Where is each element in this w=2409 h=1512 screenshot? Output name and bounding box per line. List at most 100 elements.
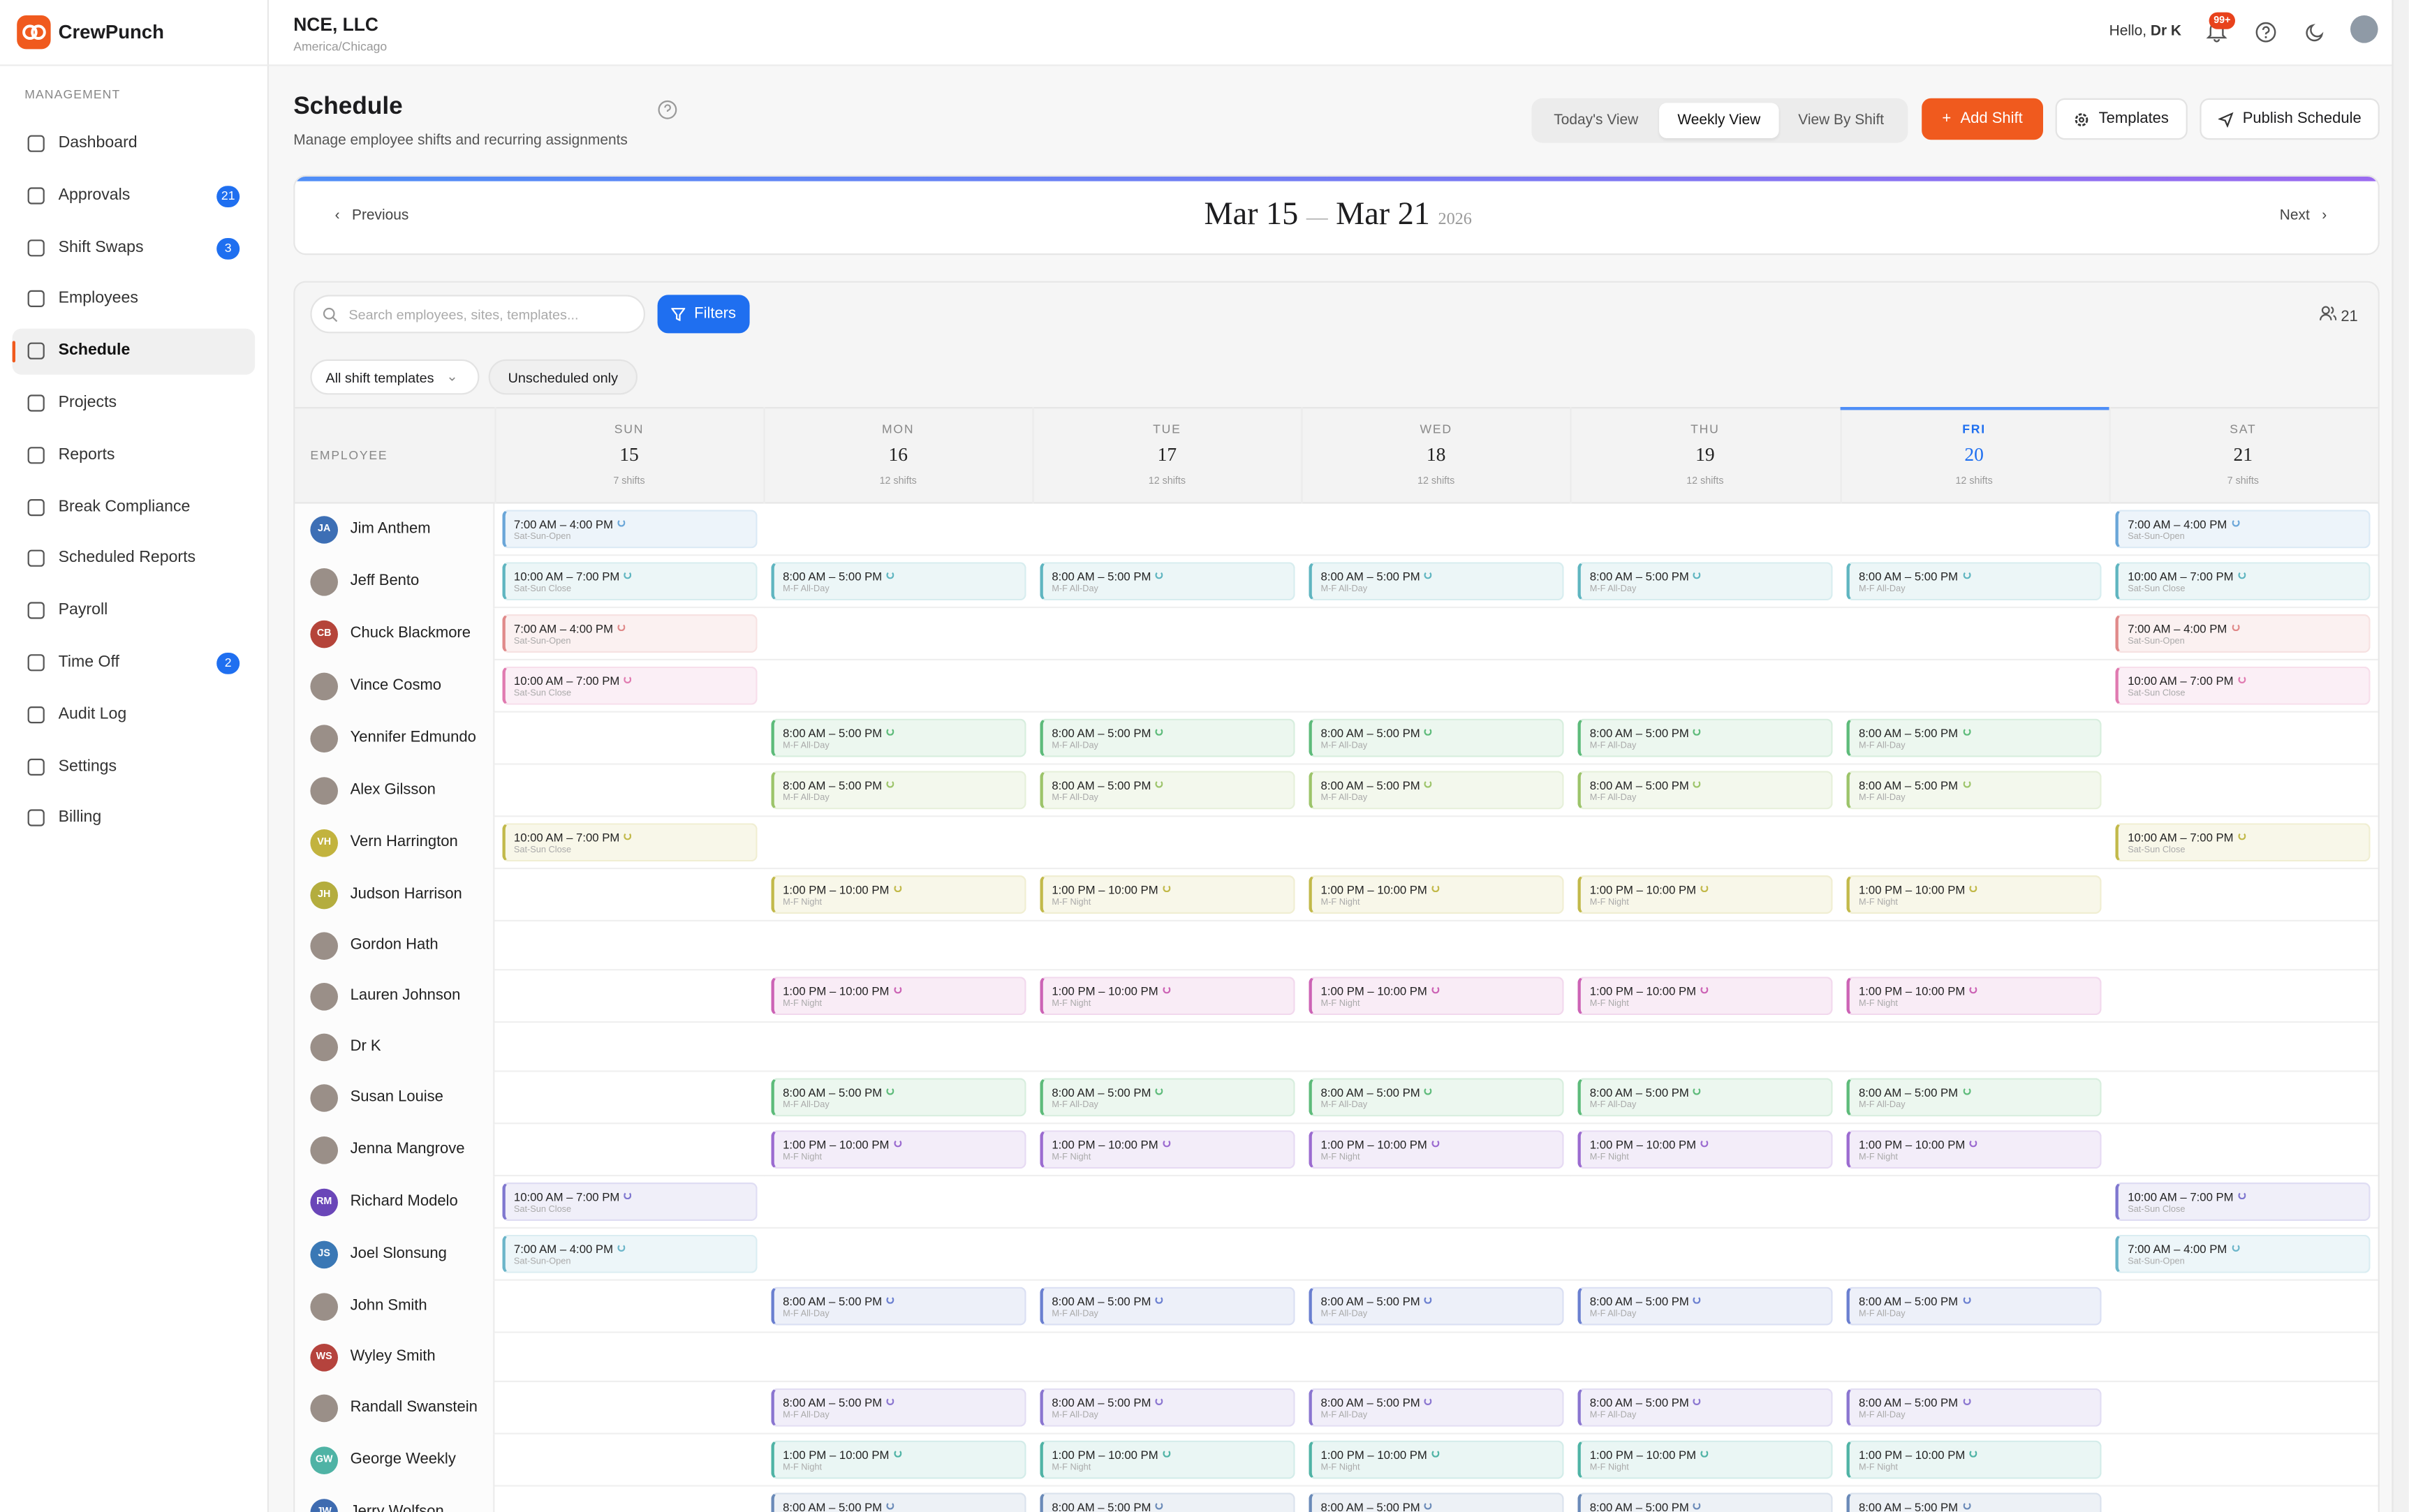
view-tab[interactable]: Today's View <box>1554 112 1639 129</box>
shift-chip[interactable]: 7:00 AM – 4:00 PM Sat-Sun-Open <box>501 510 757 549</box>
nav-item[interactable]: Schedule <box>12 329 256 376</box>
templates-button[interactable]: Templates <box>2055 98 2188 140</box>
shift-chip[interactable]: 1:00 PM – 10:00 PM M-F Night <box>770 1130 1026 1169</box>
employee-name[interactable]: George Weekly <box>350 1451 456 1469</box>
shift-chip[interactable]: 10:00 AM – 7:00 PM Sat-Sun Close <box>2115 823 2371 862</box>
publish-button[interactable]: Publish Schedule <box>2200 98 2380 140</box>
employee-name[interactable]: Lauren Johnson <box>350 987 461 1005</box>
shift-chip[interactable]: 1:00 PM – 10:00 PM M-F Night <box>770 875 1026 914</box>
nav-item[interactable]: Break Compliance <box>13 484 256 531</box>
help-icon[interactable] <box>2255 22 2277 43</box>
employee-name[interactable]: Dr K <box>350 1038 381 1055</box>
employee-name[interactable]: Yennifer Edmundo <box>350 729 476 747</box>
help-icon[interactable] <box>658 100 678 120</box>
shift-chip[interactable]: 1:00 PM – 10:00 PM M-F Night <box>1039 1130 1295 1169</box>
shift-chip[interactable]: 1:00 PM – 10:00 PM M-F Night <box>1308 875 1564 914</box>
shift-chip[interactable]: 8:00 AM – 5:00 PMM-F All-Day <box>1577 1492 1833 1512</box>
shift-chip[interactable]: 1:00 PM – 10:00 PM M-F Night <box>1846 1440 2102 1479</box>
nav-item[interactable]: Employees <box>13 277 256 323</box>
shift-chip[interactable]: 1:00 PM – 10:00 PM M-F Night <box>1577 1130 1833 1169</box>
shift-chip[interactable]: 10:00 AM – 7:00 PM Sat-Sun Close <box>501 1183 757 1221</box>
shift-chip[interactable]: 7:00 AM – 4:00 PM Sat-Sun-Open <box>2115 614 2371 653</box>
employee-name[interactable]: Vern Harrington <box>350 833 458 851</box>
shift-chip[interactable]: 1:00 PM – 10:00 PM M-F Night <box>1039 977 1295 1016</box>
shift-chip[interactable]: 10:00 AM – 7:00 PM Sat-Sun Close <box>501 562 757 601</box>
shift-chip[interactable]: 1:00 PM – 10:00 PM M-F Night <box>770 1440 1026 1479</box>
shift-chip[interactable]: 8:00 AM – 5:00 PMM-F All-Day <box>1308 1492 1564 1512</box>
view-tab[interactable]: Weekly View <box>1659 103 1779 138</box>
shift-chip[interactable]: 10:00 AM – 7:00 PM Sat-Sun Close <box>2115 562 2371 601</box>
nav-item[interactable]: Dashboard <box>13 121 256 168</box>
shift-chip[interactable]: 8:00 AM – 5:00 PMM-F All-Day <box>1039 1492 1295 1512</box>
shift-chip[interactable]: 1:00 PM – 10:00 PM M-F Night <box>1577 1440 1833 1479</box>
template-filter[interactable]: All shift templates ⌄ <box>310 359 480 395</box>
employee-name[interactable]: Judson Harrison <box>350 886 462 903</box>
shift-chip[interactable]: 1:00 PM – 10:00 PM M-F Night <box>1846 875 2102 914</box>
user-avatar[interactable] <box>2350 15 2378 43</box>
nav-item[interactable]: Shift Swaps 3 <box>13 225 256 272</box>
unscheduled-toggle[interactable]: Unscheduled only <box>488 359 638 395</box>
nav-item[interactable]: Billing <box>13 796 256 842</box>
nav-item[interactable]: Projects <box>13 381 256 427</box>
employee-name[interactable]: Richard Modelo <box>350 1193 458 1210</box>
shift-chip[interactable]: 1:00 PM – 10:00 PM M-F Night <box>1039 1440 1295 1479</box>
nav-item[interactable]: Payroll <box>13 588 256 635</box>
employee-name[interactable]: Jerry Wolfson <box>350 1503 444 1512</box>
employee-name[interactable]: Randall Swanstein <box>350 1399 478 1416</box>
employee-name[interactable]: Jenna Mangrove <box>350 1141 465 1158</box>
employee-name[interactable]: John Smith <box>350 1298 427 1315</box>
employee-name[interactable]: Joel Slonsung <box>350 1245 447 1263</box>
nav-item[interactable]: Approvals 21 <box>13 173 256 219</box>
next-button[interactable]: Next › <box>2279 207 2327 225</box>
shift-chip[interactable]: 1:00 PM – 10:00 PM M-F Night <box>1308 1440 1564 1479</box>
shift-chip[interactable]: 7:00 AM – 4:00 PM Sat-Sun-Open <box>501 1234 757 1273</box>
shift-chip[interactable]: 10:00 AM – 7:00 PM Sat-Sun Close <box>501 823 757 862</box>
add-shift-button[interactable]: + Add Shift <box>1922 98 2043 140</box>
shift-chip[interactable]: 1:00 PM – 10:00 PM M-F Night <box>1308 977 1564 1016</box>
shift-chip[interactable]: 10:00 AM – 7:00 PM Sat-Sun Close <box>2115 1183 2371 1221</box>
employee-name[interactable]: Chuck Blackmore <box>350 625 471 642</box>
shift-chip[interactable]: 8:00 AM – 5:00 PMM-F All-Day <box>770 1492 1026 1512</box>
employee-name[interactable]: Wyley Smith <box>350 1348 436 1365</box>
shift-chip[interactable]: 7:00 AM – 4:00 PM Sat-Sun-Open <box>501 614 757 653</box>
employee-name[interactable]: Jim Anthem <box>350 520 431 538</box>
employee-name[interactable]: Susan Louise <box>350 1088 443 1106</box>
shift-chip[interactable]: 1:00 PM – 10:00 PM M-F Night <box>1846 1130 2102 1169</box>
theme-icon[interactable] <box>2304 22 2326 43</box>
nav-item[interactable]: Settings <box>13 744 256 790</box>
shift-chip[interactable]: 8:00 AM – 5:00 PMM-F All-Day <box>1846 1492 2102 1512</box>
nav-item[interactable]: Reports <box>13 433 256 479</box>
shift-chip[interactable]: 1:00 PM – 10:00 PM M-F Night <box>1577 875 1833 914</box>
employee-name[interactable]: Jeff Bento <box>350 572 420 590</box>
employee-name[interactable]: Gordon Hath <box>350 937 439 954</box>
filters-button[interactable]: Filters <box>657 295 750 334</box>
shift-chip[interactable]: 10:00 AM – 7:00 PM Sat-Sun Close <box>2115 666 2371 705</box>
